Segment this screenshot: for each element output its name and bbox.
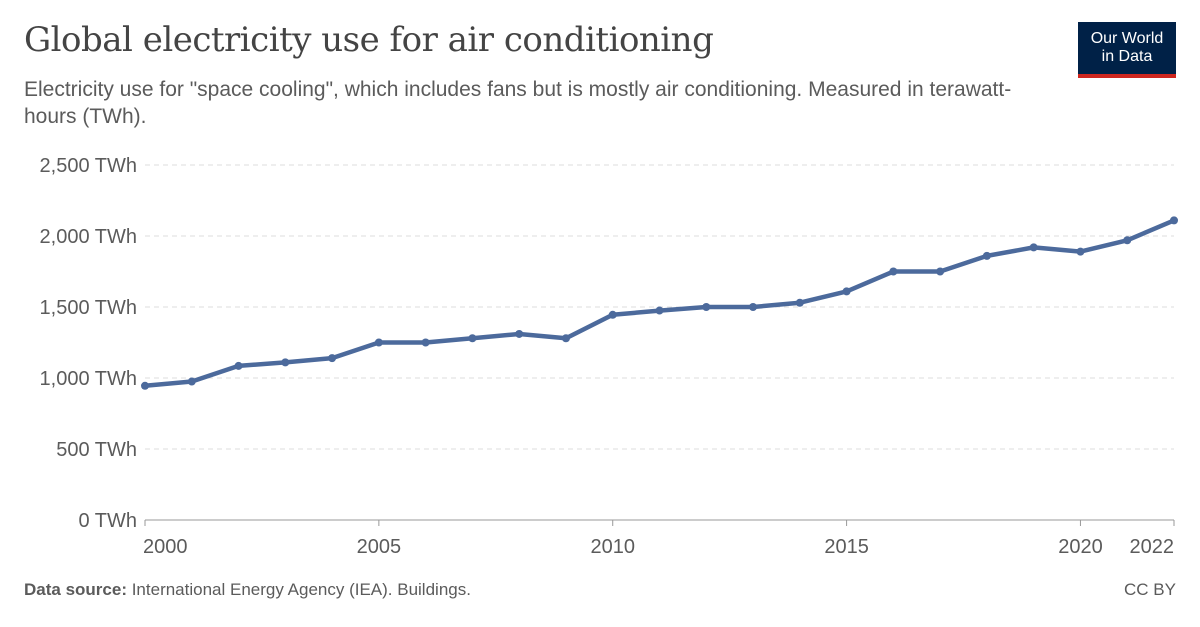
x-tick-label: 2005: [357, 536, 402, 558]
data-point: [655, 306, 664, 315]
data-point: [141, 381, 149, 390]
data-point: [1076, 247, 1085, 256]
data-point: [702, 303, 711, 311]
data-point: [515, 329, 524, 338]
logo-line-1: Our World: [1090, 30, 1164, 47]
data-point: [936, 267, 945, 276]
y-tick-label: 1,500 TWh: [40, 297, 137, 319]
logo-line-2: in Data: [1101, 48, 1153, 65]
x-tick-label: 2010: [590, 536, 635, 558]
footer: Data source: International Energy Agency…: [24, 580, 1176, 600]
data-point: [795, 298, 804, 307]
data-source: Data source: International Energy Agency…: [24, 580, 471, 600]
data-point: [234, 361, 243, 370]
x-tick-label: 2020: [1058, 536, 1103, 558]
data-point: [842, 287, 851, 296]
y-tick-label: 1,000 TWh: [40, 368, 137, 390]
data-point: [468, 334, 477, 343]
y-tick-label: 2,000 TWh: [40, 226, 137, 248]
data-point: [328, 354, 337, 363]
y-tick-label: 2,500 TWh: [40, 155, 137, 177]
data-point: [421, 338, 430, 347]
data-point: [608, 310, 617, 319]
owid-logo[interactable]: Our World in Data: [1078, 22, 1176, 78]
y-tick-label: 500 TWh: [56, 439, 137, 461]
y-tick-label: 0 TWh: [78, 510, 137, 532]
x-tick-label: 2015: [824, 536, 869, 558]
data-point: [982, 251, 991, 260]
data-point: [1170, 216, 1178, 225]
data-source-label: Data source:: [24, 580, 127, 599]
data-point: [187, 377, 196, 386]
x-tick-label: 2000: [143, 536, 188, 558]
data-point: [561, 334, 570, 343]
data-point: [374, 338, 383, 347]
data-point: [749, 303, 758, 311]
data-point: [889, 267, 898, 276]
series-line: [142, 218, 1177, 389]
data-point: [1123, 236, 1132, 245]
line-chart: 0 TWh 500 TWh 1,000 TWh 1,500 TWh 2,000 TWh 2…: [40, 155, 1178, 558]
chart-subtitle: Electricity use for "space cooling", whi…: [24, 78, 1012, 128]
data-point: [281, 358, 290, 367]
x-tick-label: 2022: [1130, 536, 1175, 558]
data-point: [1029, 243, 1038, 252]
license-label[interactable]: CC BY: [1124, 580, 1176, 599]
chart-title: Global electricity use for air condition…: [24, 20, 714, 60]
data-source-text: International Energy Agency (IEA). Build…: [126, 580, 471, 599]
